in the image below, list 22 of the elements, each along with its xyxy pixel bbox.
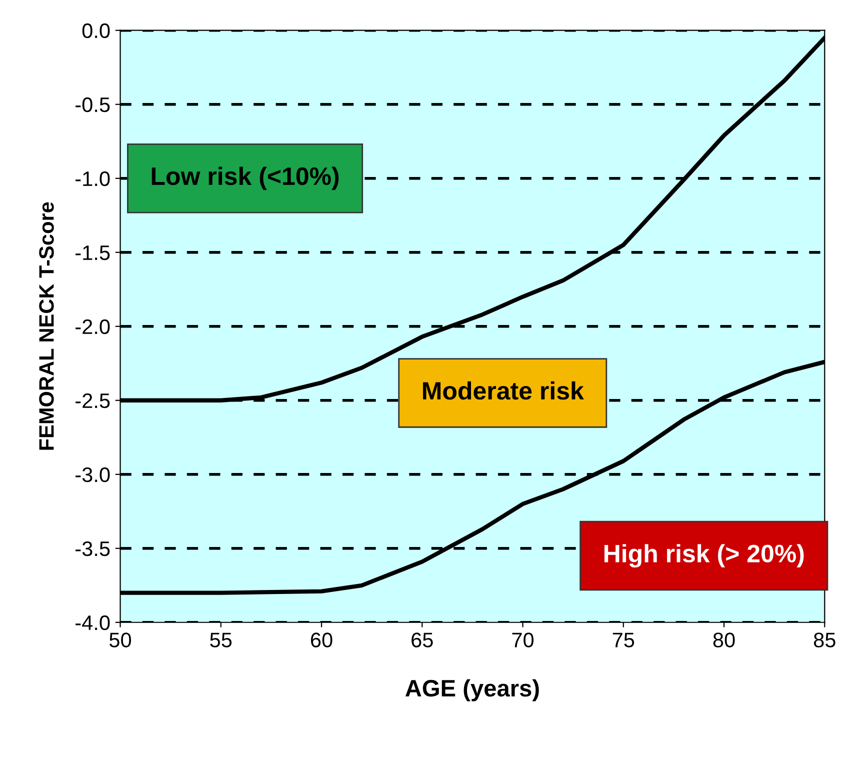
x-tick-label: 80	[713, 632, 735, 648]
annotation: High risk (> 20%)	[604, 544, 804, 568]
x-axis-title: AGE (years)	[405, 679, 539, 702]
x-tick-label: 75	[612, 632, 634, 648]
annotation: Moderate risk	[423, 381, 584, 400]
x-tick-label: 55	[210, 632, 232, 648]
y-tick-label: -1.0	[76, 171, 110, 186]
y-tick-label: -2.0	[76, 319, 110, 334]
y-tick-label: -3.0	[76, 467, 110, 482]
x-tick-label: 70	[512, 632, 534, 648]
x-tick-label: 65	[412, 632, 433, 648]
y-tick-label: -4.0	[76, 615, 110, 630]
y-tick-label: -1.5	[76, 246, 110, 260]
y-tick-label: -0.5	[76, 97, 110, 112]
y-axis-title: FEMORAL NECK T-Score	[39, 202, 54, 450]
y-tick-label: -3.5	[76, 541, 110, 556]
annotation: Low risk (<10%)	[152, 166, 339, 190]
y-tick-label: -2.5	[76, 393, 110, 408]
x-tick-label: 85	[814, 632, 836, 648]
x-tick-label: 50	[110, 632, 132, 648]
y-tick-label: 0.0	[82, 23, 110, 38]
x-tick-label: 60	[310, 632, 332, 648]
